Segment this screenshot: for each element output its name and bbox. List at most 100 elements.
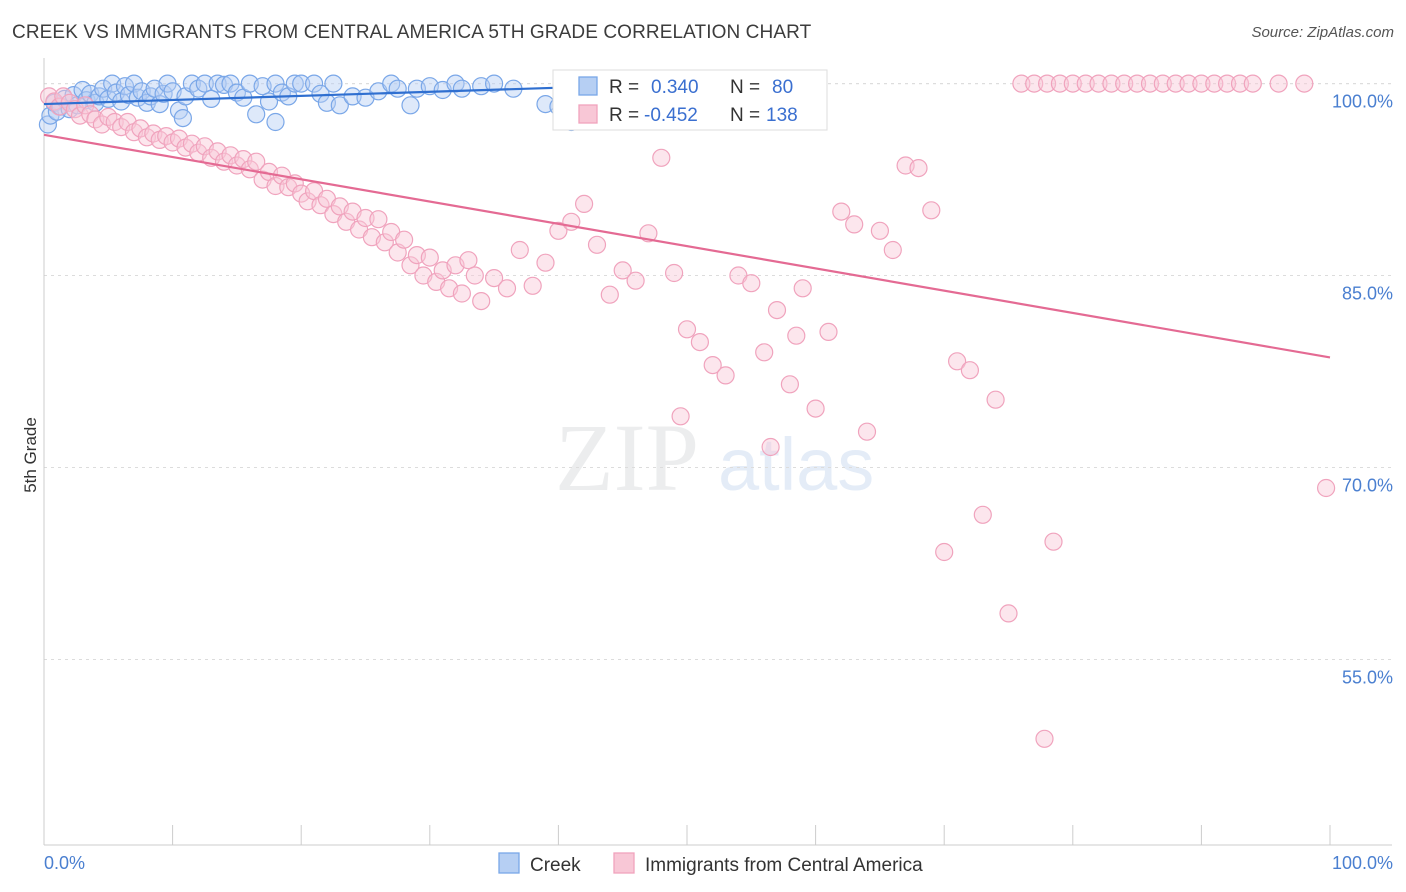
series-immigrants-points [39, 74, 1336, 748]
data-point [1192, 74, 1211, 93]
data-point [1089, 74, 1108, 93]
data-point [324, 74, 343, 93]
y-tick-label: 100.0% [1332, 92, 1393, 112]
data-point [909, 159, 928, 178]
data-point [452, 79, 471, 98]
data-point [1035, 729, 1054, 748]
legend-n-label-immigrants: N = [730, 105, 760, 126]
chart-title: CREEK VS IMMIGRANTS FROM CENTRAL AMERICA… [12, 22, 812, 43]
data-point [1179, 74, 1198, 93]
data-point [1025, 74, 1044, 93]
data-point [330, 96, 349, 115]
legend-n-value-immigrants: 138 [766, 105, 798, 126]
data-point [375, 233, 394, 252]
data-point [574, 194, 594, 213]
watermark-atlas: atlas [718, 423, 874, 506]
data-point [459, 251, 478, 270]
watermark: ZIP atlas [555, 404, 874, 511]
data-point [845, 215, 864, 234]
stats-legend-box [552, 69, 828, 131]
data-point [832, 202, 851, 221]
y-tick-label: 85.0% [1342, 284, 1393, 304]
data-point [292, 74, 311, 93]
legend-swatch-immigrants [578, 104, 598, 124]
data-point [767, 301, 787, 320]
y-axis-label: 5th Grade [21, 417, 40, 493]
data-point [208, 74, 227, 93]
data-point [1243, 74, 1262, 93]
data-point [420, 248, 439, 267]
data-point [45, 92, 64, 111]
bottom-legend-swatch-immigrants [613, 852, 635, 874]
stats-legend: R = 0.340 N = 80 R = -0.452 N = 138 [552, 69, 828, 131]
data-point [523, 276, 542, 295]
data-point [497, 279, 517, 298]
data-point [677, 320, 697, 339]
data-point [510, 240, 529, 260]
data-point [587, 235, 607, 254]
data-point [536, 253, 555, 272]
bottom-legend-label-creek: Creek [530, 855, 581, 876]
data-point [452, 284, 471, 303]
data-point [755, 343, 774, 362]
data-point [266, 74, 285, 93]
data-point [356, 208, 375, 228]
data-point [793, 279, 812, 298]
data-point [935, 542, 954, 562]
data-point [1269, 74, 1288, 93]
legend-n-value-creek: 80 [772, 77, 793, 98]
data-point [1140, 74, 1160, 93]
data-point [1316, 478, 1336, 498]
data-point [221, 74, 240, 93]
data-point [1230, 74, 1250, 93]
x-tick-label-max: 100.0% [1332, 853, 1393, 873]
data-point [999, 604, 1018, 623]
data-point [124, 74, 144, 93]
data-point [76, 96, 95, 115]
legend-r-value-creek: 0.340 [651, 77, 699, 98]
data-point [173, 108, 192, 128]
trend-line-immigrants [43, 133, 1331, 359]
data-point [369, 210, 388, 229]
data-point [1295, 74, 1314, 93]
data-point [465, 266, 484, 285]
data-point [266, 112, 285, 132]
data-point [703, 356, 722, 375]
data-point [639, 224, 658, 243]
data-point [343, 87, 362, 106]
data-point [857, 422, 877, 441]
data-point [973, 505, 992, 524]
data-point [806, 399, 825, 418]
data-point [485, 269, 504, 288]
data-point [819, 322, 838, 341]
data-point [922, 201, 941, 220]
data-point [652, 148, 671, 167]
data-point [1166, 74, 1185, 93]
data-point [285, 74, 304, 93]
legend-r-label-creek: R = [609, 77, 639, 98]
data-point [247, 105, 266, 124]
data-point [195, 74, 214, 93]
data-point [1217, 74, 1237, 93]
data-point [1044, 532, 1063, 551]
legend-r-label-immigrants: R = [609, 105, 639, 126]
data-point [305, 74, 324, 93]
legend-swatch-creek [578, 76, 598, 96]
data-point [1012, 74, 1031, 93]
data-point [1063, 74, 1082, 93]
series-legend: Creek Immigrants from Central America [498, 852, 923, 876]
bottom-legend-swatch-creek [498, 852, 520, 874]
data-point [690, 333, 710, 352]
data-point [247, 152, 266, 171]
data-point [1050, 74, 1070, 93]
y-tick-labels: 100.0% 85.0% 70.0% 55.0% [1332, 92, 1393, 688]
data-point [1153, 74, 1172, 93]
data-point [1076, 74, 1095, 93]
data-point [780, 375, 800, 394]
y-tick-label: 55.0% [1342, 667, 1393, 687]
data-point [549, 221, 568, 240]
data-point [664, 263, 684, 283]
data-point [1115, 74, 1134, 93]
legend-r-value-immigrants: -0.452 [644, 105, 698, 126]
